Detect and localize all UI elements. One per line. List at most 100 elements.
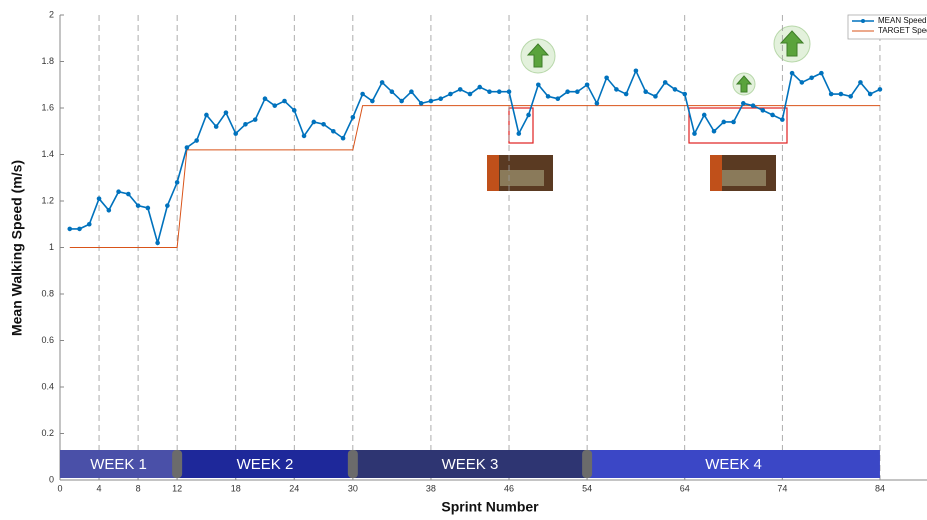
data-point bbox=[799, 80, 805, 85]
data-point bbox=[809, 75, 814, 81]
data-point bbox=[204, 112, 209, 118]
y-tick-label: 1.2 bbox=[41, 195, 54, 205]
data-point bbox=[496, 89, 502, 95]
data-point bbox=[155, 240, 160, 246]
data-point bbox=[77, 226, 82, 232]
data-point bbox=[633, 68, 639, 74]
data-point bbox=[721, 119, 727, 125]
data-point bbox=[174, 180, 180, 185]
y-tick-label: 0.8 bbox=[41, 288, 54, 298]
photo bbox=[710, 155, 776, 191]
legend-label: MEAN Speed bbox=[878, 16, 926, 25]
data-point bbox=[360, 91, 365, 97]
y-tick-label: 1.8 bbox=[41, 56, 54, 66]
data-point bbox=[594, 101, 600, 106]
data-point bbox=[116, 189, 121, 194]
data-point bbox=[614, 87, 619, 92]
y-tick-label: 0.2 bbox=[41, 428, 54, 438]
y-tick-label: 0.4 bbox=[41, 381, 54, 391]
y-tick-label: 1.6 bbox=[41, 102, 54, 112]
y-tick-label: 1 bbox=[49, 242, 54, 252]
data-point bbox=[770, 112, 775, 118]
x-tick-label: 84 bbox=[875, 483, 885, 493]
data-point bbox=[760, 108, 766, 113]
data-point bbox=[740, 101, 746, 106]
data-point bbox=[145, 205, 151, 211]
data-point bbox=[701, 112, 707, 118]
x-tick-label: 30 bbox=[348, 483, 358, 493]
data-point bbox=[536, 82, 541, 88]
data-point bbox=[262, 96, 268, 101]
data-point bbox=[428, 98, 434, 104]
data-point bbox=[379, 80, 385, 85]
week-divider bbox=[172, 450, 183, 478]
data-point bbox=[86, 221, 92, 227]
week-band bbox=[60, 450, 178, 478]
up-arrow-icon bbox=[732, 72, 756, 96]
data-point bbox=[331, 128, 336, 134]
data-point bbox=[858, 80, 863, 85]
data-point bbox=[291, 108, 297, 113]
x-tick-label: 46 bbox=[504, 483, 514, 493]
data-point bbox=[399, 98, 404, 104]
x-tick-label: 0 bbox=[57, 483, 62, 493]
data-point bbox=[819, 70, 824, 76]
y-tick-label: 0 bbox=[49, 474, 54, 484]
legend-label: TARGET Speed bbox=[878, 26, 927, 35]
data-point bbox=[526, 112, 531, 118]
data-point bbox=[643, 89, 648, 95]
data-point bbox=[750, 103, 756, 108]
data-point bbox=[780, 117, 785, 122]
data-point bbox=[682, 91, 688, 97]
week-band bbox=[177, 450, 353, 478]
data-point bbox=[867, 91, 873, 97]
highlight-box bbox=[688, 107, 788, 144]
x-tick-label: 24 bbox=[289, 483, 299, 493]
data-point bbox=[584, 82, 590, 88]
week-label: WEEK 2 bbox=[237, 456, 294, 473]
series-line bbox=[69, 105, 880, 248]
data-point bbox=[711, 128, 717, 134]
data-point bbox=[487, 89, 492, 95]
data-point bbox=[194, 138, 199, 143]
data-point bbox=[457, 87, 463, 92]
data-point bbox=[106, 208, 112, 213]
data-point bbox=[575, 89, 580, 95]
data-point bbox=[321, 121, 326, 127]
data-point bbox=[340, 135, 346, 141]
data-point bbox=[516, 131, 522, 136]
data-point bbox=[67, 226, 73, 232]
data-point bbox=[672, 87, 678, 92]
week-divider bbox=[347, 450, 358, 478]
x-tick-label: 18 bbox=[231, 483, 241, 493]
x-axis-title: Sprint Number bbox=[441, 499, 539, 515]
data-point bbox=[389, 89, 395, 95]
week-label: WEEK 3 bbox=[442, 456, 499, 473]
data-point bbox=[301, 133, 307, 139]
data-point bbox=[370, 98, 375, 104]
data-point bbox=[848, 94, 853, 99]
data-point bbox=[545, 94, 551, 99]
x-tick-label: 54 bbox=[582, 483, 592, 493]
data-point bbox=[272, 103, 278, 108]
data-point bbox=[96, 196, 102, 201]
week-label: WEEK 4 bbox=[705, 456, 762, 473]
data-point bbox=[623, 91, 629, 97]
data-point bbox=[165, 203, 170, 208]
data-point bbox=[555, 96, 561, 101]
data-point bbox=[877, 87, 883, 92]
y-tick-label: 2 bbox=[49, 9, 54, 19]
annotations bbox=[487, 25, 811, 191]
data-point bbox=[311, 119, 317, 125]
data-point bbox=[653, 94, 658, 99]
photo bbox=[487, 155, 553, 191]
legend-marker bbox=[861, 19, 865, 23]
x-tick-label: 4 bbox=[97, 483, 102, 493]
data-point bbox=[448, 91, 453, 97]
data-point bbox=[213, 124, 219, 129]
x-tick-label: 8 bbox=[136, 483, 141, 493]
data-point bbox=[789, 70, 795, 76]
data-point bbox=[604, 75, 609, 81]
legend-box bbox=[847, 14, 927, 40]
data-point bbox=[252, 117, 258, 122]
